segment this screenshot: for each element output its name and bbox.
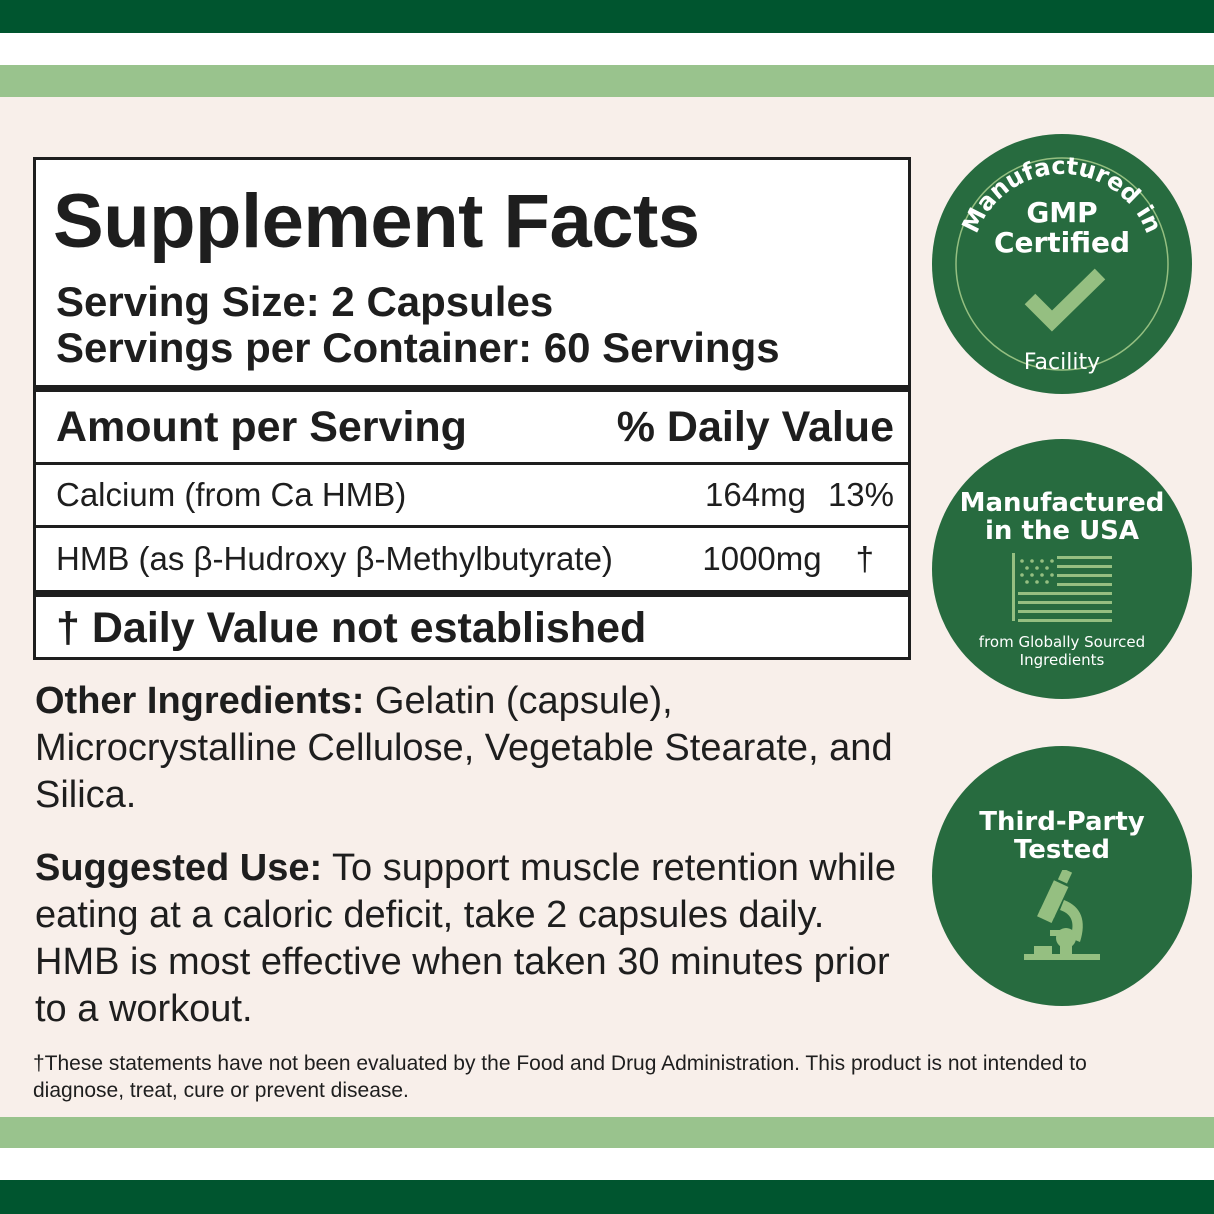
nutrient-row: HMB (as β-Hudroxy β-Methylbutyrate) 1000… — [56, 528, 894, 590]
facts-title: Supplement Facts — [53, 179, 700, 264]
footnote-row: † Daily Value not established — [56, 597, 894, 659]
serving-size: Serving Size: 2 Capsules — [56, 278, 554, 325]
tested-line2: Tested — [1013, 835, 1111, 865]
divider — [36, 462, 908, 465]
top-dark-band — [0, 0, 1214, 33]
top-white-band — [0, 33, 1214, 65]
bottom-light-band — [0, 1117, 1214, 1148]
other-ingredients: Other Ingredients: Gelatin (capsule), Mi… — [35, 678, 915, 819]
usa-sub1: from Globally Sourced — [978, 633, 1146, 651]
divider — [36, 590, 908, 597]
divider — [36, 525, 908, 528]
nutrient-dv: 13% — [827, 476, 894, 513]
suggested-use-text: To support muscle retention while eating… — [35, 847, 896, 1030]
gmp-line2: Certified — [993, 226, 1131, 259]
check-icon — [1024, 268, 1106, 332]
fda-disclaimer: †These statements have not been evaluate… — [33, 1052, 1087, 1102]
servings-per-container: Servings per Container: 60 Servings — [56, 324, 780, 371]
gmp-line1: GMP — [1026, 196, 1098, 229]
nutrient-name: Calcium (from Ca HMB) — [56, 476, 407, 513]
suggested-use: Suggested Use: To support muscle retenti… — [35, 845, 915, 1033]
gmp-arc-bottom: Facility — [1023, 350, 1101, 375]
usa-badge: Manufactured in the USA from Globally So… — [932, 439, 1192, 699]
nutrient-amount: 1000mg — [702, 540, 822, 577]
nutrient-name: HMB (as β-Hudroxy β-Methylbutyrate) — [56, 540, 613, 577]
bottom-white-band — [0, 1148, 1214, 1180]
divider — [36, 385, 908, 392]
header-row: Amount per Serving % Daily Value — [56, 392, 894, 462]
usa-line2: in the USA — [984, 516, 1140, 546]
flag-icon — [1012, 553, 1112, 622]
supplement-facts-panel: Supplement Facts Serving Size: 2 Capsule… — [33, 157, 911, 660]
nutrient-amount: 164mg — [705, 476, 806, 513]
dv-footnote: † Daily Value not established — [56, 603, 647, 652]
other-ingredients-label: Other Ingredients: — [35, 680, 365, 722]
top-light-band — [0, 65, 1214, 97]
tested-badge: Third-Party Tested — [932, 746, 1192, 1006]
nutrient-dv: † — [855, 540, 874, 577]
bottom-dark-band — [0, 1180, 1214, 1214]
usa-sub2: Ingredients — [1019, 651, 1105, 669]
dv-header: % Daily Value — [616, 402, 894, 451]
microscope-icon — [1024, 870, 1100, 960]
nutrient-row: Calcium (from Ca HMB) 164mg 13% — [56, 465, 894, 525]
suggested-use-label: Suggested Use: — [35, 847, 323, 889]
gmp-badge: Manufactured in GMP Certified Facility — [932, 134, 1192, 394]
other-ingredients-text: Gelatin (capsule), Microcrystalline Cell… — [35, 680, 893, 816]
amount-header: Amount per Serving — [56, 402, 467, 451]
tested-line1: Third-Party — [979, 807, 1145, 837]
usa-line1: Manufactured — [959, 488, 1165, 518]
